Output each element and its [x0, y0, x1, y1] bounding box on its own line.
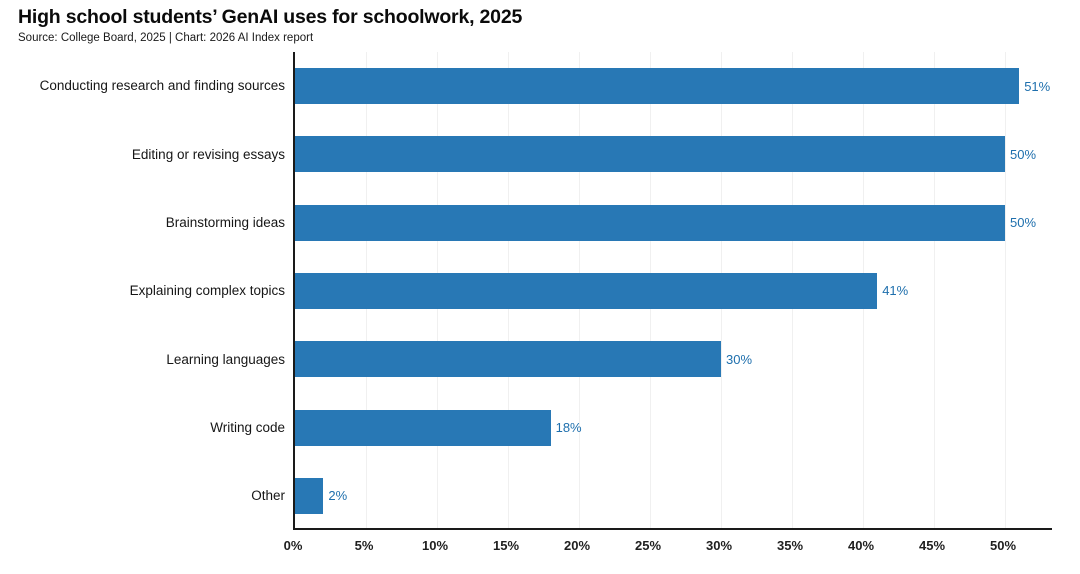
bar-row: 50%: [295, 120, 1052, 188]
category-label: Learning languages: [166, 351, 285, 367]
category-label: Editing or revising essays: [131, 146, 285, 162]
x-tick-label: 35%: [776, 538, 804, 553]
bar-value-label: 30%: [726, 351, 753, 367]
bar-row: 2%: [295, 462, 1052, 530]
gridline: [1004, 52, 1006, 528]
x-tick-label: 0%: [283, 538, 303, 553]
bar-5: [295, 341, 721, 378]
x-tick-label: 30%: [705, 538, 733, 553]
x-tick-label: 40%: [847, 538, 875, 553]
bar-value-label: 18%: [555, 420, 582, 436]
bar-3: [295, 204, 1005, 241]
bar-row: 30%: [295, 325, 1052, 393]
category-label: Brainstorming ideas: [165, 214, 285, 230]
chart-source-line: Source: College Board, 2025 | Chart: 202…: [18, 32, 314, 44]
x-axis-tick-labels: 0% 5% 10% 15% 20% 25% 30% 35% 40% 45% 50%: [284, 538, 1052, 558]
category-label: Conducting research and finding sources: [39, 78, 285, 94]
bar-4: [295, 272, 878, 309]
bar-row: 41%: [295, 257, 1052, 325]
bar-2: [295, 136, 1005, 173]
bar-row: 18%: [295, 393, 1052, 461]
x-tick-label: 10%: [421, 538, 449, 553]
bar-value-label: 50%: [1010, 215, 1037, 231]
bar-7: [295, 477, 324, 514]
bar-row: 50%: [295, 189, 1052, 257]
category-label: Other: [251, 488, 285, 504]
x-tick-label: 45%: [918, 538, 946, 553]
bar-row: 51%: [295, 52, 1052, 120]
x-tick-label: 5%: [354, 538, 374, 553]
x-tick-label: 25%: [634, 538, 662, 553]
bar-value-label: 41%: [882, 283, 909, 299]
chart-title: High school students’ GenAI uses for sch…: [18, 6, 523, 28]
y-axis-category-labels: Conducting research and finding sources E…: [0, 52, 285, 530]
x-tick-label: 15%: [492, 538, 520, 553]
bar-value-label: 51%: [1024, 78, 1051, 94]
x-tick-label: 20%: [563, 538, 591, 553]
bar-value-label: 2%: [328, 488, 348, 504]
gridline: [933, 52, 935, 528]
bar-6: [295, 409, 551, 446]
bar-value-label: 50%: [1010, 146, 1037, 162]
category-label: Explaining complex topics: [129, 283, 285, 299]
category-label: Writing code: [210, 419, 285, 435]
plot-area: 51% 50% 50% 41% 30% 18% 2%: [293, 52, 1052, 530]
bar-1: [295, 68, 1020, 105]
x-tick-label: 50%: [989, 538, 1017, 553]
